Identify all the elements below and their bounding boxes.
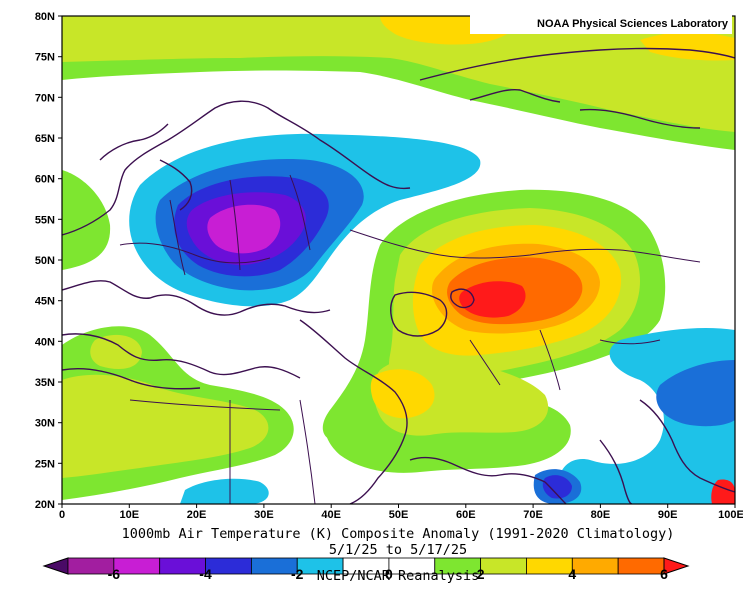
- lon-label-40e: 40E: [321, 509, 341, 521]
- lat-label-45n: 45N: [35, 296, 55, 308]
- lat-label-40n: 40N: [35, 336, 55, 348]
- contour-sea-neg2: [656, 360, 735, 427]
- lat-label-80n: 80N: [35, 11, 55, 23]
- contour-pos6: [459, 281, 526, 318]
- lon-axis: [61, 504, 736, 508]
- contour-neg5: [207, 204, 281, 254]
- lon-label-100e: 100E: [718, 509, 743, 521]
- lat-axis: [58, 15, 62, 505]
- lon-label-0: 0: [59, 509, 65, 521]
- colorbar-arrow-high: [663, 557, 690, 575]
- contour-west-pos1: [62, 170, 111, 270]
- lat-label-20n: 20N: [35, 499, 55, 511]
- lat-label-50n: 50N: [35, 255, 55, 267]
- colorbar-label: 0: [385, 566, 393, 582]
- colorbar-label: 6: [660, 566, 668, 582]
- contour-arctic-pos2: [62, 16, 735, 132]
- contour-sea-neg3: [542, 475, 572, 499]
- lon-label-50e: 50E: [389, 509, 409, 521]
- contour-west-pos2: [90, 334, 142, 370]
- colorbar-label: 2: [477, 566, 485, 582]
- coastlines: [62, 47, 735, 504]
- lat-label-75n: 75N: [35, 52, 55, 64]
- lat-label-35n: 35N: [35, 377, 55, 389]
- colorbar: -6 -4 -2 0 2 4 6: [42, 557, 690, 582]
- lon-label-60e: 60E: [456, 509, 476, 521]
- colorbar-label: 4: [568, 566, 576, 582]
- lon-tick-labels: 0 10E 20E 30E 40E 50E 60E 70E 80E 90E 10…: [59, 509, 743, 521]
- lat-label-30n: 30N: [35, 418, 55, 430]
- contour-iran-pos3: [370, 369, 435, 419]
- contour-sahara-pos2: [62, 374, 269, 478]
- map-date-range: 5/1/25 to 5/17/25: [328, 542, 468, 558]
- colorbar-label: -4: [199, 566, 212, 582]
- lat-label-55n: 55N: [35, 214, 55, 226]
- lon-label-30e: 30E: [254, 509, 274, 521]
- colorbar-label: -6: [108, 566, 121, 582]
- lon-label-10e: 10E: [120, 509, 140, 521]
- map-source: NCEP/NCAR Reanalysis: [316, 568, 480, 584]
- lat-tick-labels: 80N 75N 70N 65N 60N 55N 50N 45N 40N 35N …: [35, 11, 55, 511]
- map-title: 1000mb Air Temperature (K) Composite Ano…: [121, 526, 675, 542]
- lat-label-60n: 60N: [35, 174, 55, 186]
- colorbar-label: -2: [291, 566, 304, 582]
- credit-label: NOAA Physical Sciences Laboratory: [470, 14, 732, 34]
- lat-label-70n: 70N: [35, 92, 55, 104]
- lat-label-65n: 65N: [35, 133, 55, 145]
- anomaly-field: [62, 16, 735, 504]
- lon-label-80e: 80E: [591, 509, 611, 521]
- lon-label-20e: 20E: [187, 509, 207, 521]
- contour-africa-neg1: [180, 478, 269, 504]
- lat-label-25n: 25N: [35, 458, 55, 470]
- lon-label-70e: 70E: [523, 509, 543, 521]
- lon-label-90e: 90E: [658, 509, 678, 521]
- country-borders: [119, 174, 701, 504]
- contour-arctic-pos3b: [640, 32, 735, 61]
